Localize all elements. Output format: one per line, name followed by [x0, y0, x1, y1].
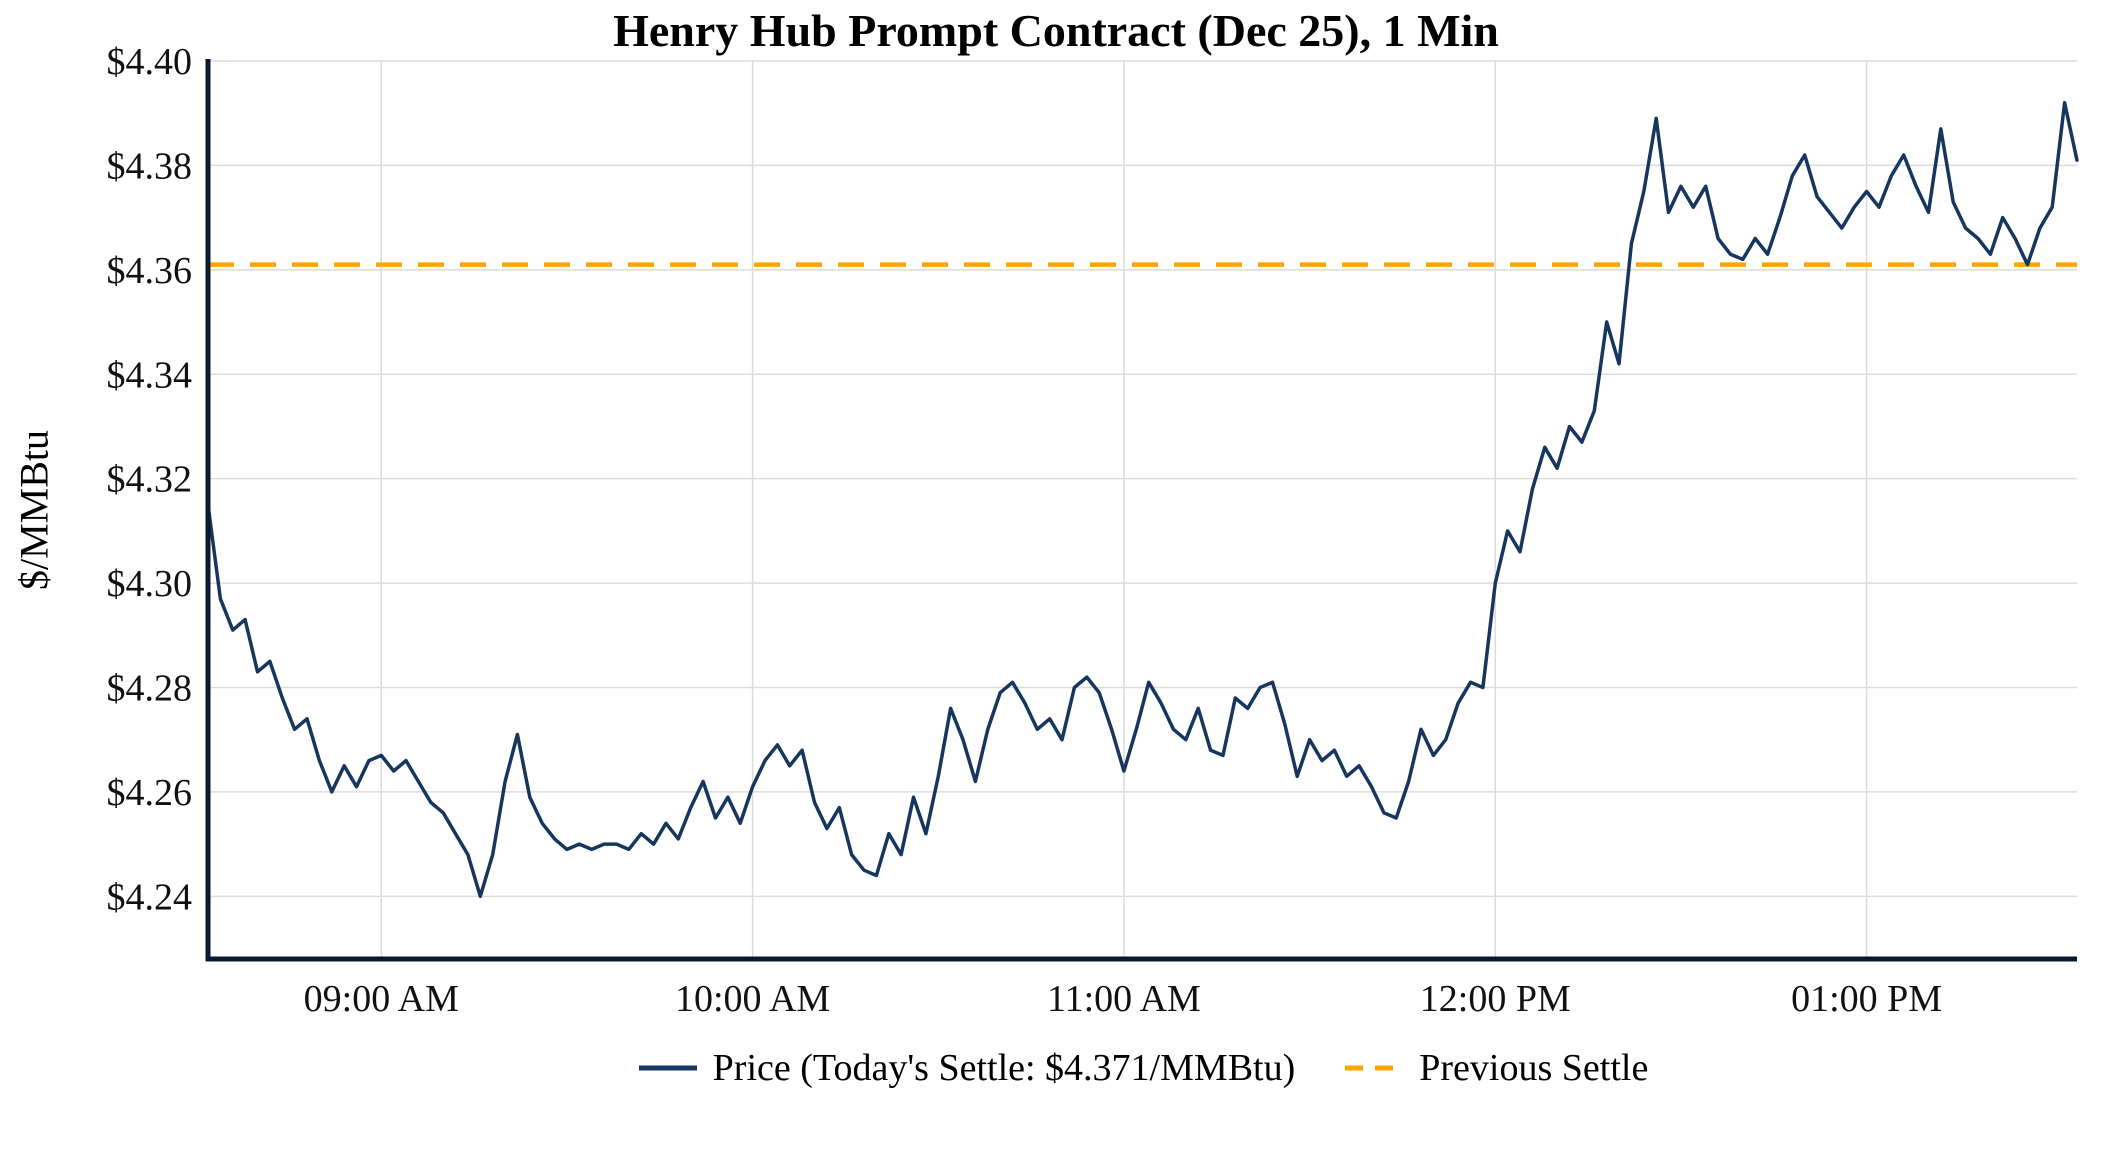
svg-text:11:00 AM: 11:00 AM: [1047, 978, 1201, 1020]
svg-text:$4.28: $4.28: [107, 668, 193, 710]
price-chart: $4.24 $4.26 $4.28 $4.30 $4.32 $4.34 $4.36 $4.38…: [107, 41, 2079, 1020]
svg-text:$4.26: $4.26: [107, 772, 193, 814]
svg-text:12:00 PM: 12:00 PM: [1420, 978, 1571, 1020]
svg-text:10:00 AM: 10:00 AM: [675, 978, 830, 1020]
svg-text:$4.24: $4.24: [107, 876, 193, 918]
svg-text:01:00 PM: 01:00 PM: [1791, 978, 1942, 1020]
svg-text:$4.30: $4.30: [107, 563, 193, 605]
price-line-swatch-icon: [638, 1065, 697, 1071]
svg-text:$4.32: $4.32: [107, 459, 193, 501]
svg-text:$4.34: $4.34: [107, 354, 193, 396]
legend-item-price: Price (Today's Settle: $4.371/MMBtu): [637, 1046, 1296, 1090]
svg-text:09:00 AM: 09:00 AM: [304, 978, 459, 1020]
svg-text:$4.38: $4.38: [107, 145, 193, 187]
legend-item-previous-settle: Previous Settle: [1343, 1046, 1648, 1090]
chart-title: Henry Hub Prompt Contract (Dec 25), 1 Mi…: [613, 5, 1499, 56]
svg-text:$4.36: $4.36: [107, 250, 193, 292]
legend-previous-settle-label: Previous Settle: [1419, 1047, 1649, 1089]
svg-text:$4.40: $4.40: [107, 41, 193, 83]
previous-settle-dash-swatch-icon: [1345, 1065, 1404, 1071]
chart-legend: Price (Today's Settle: $4.371/MMBtu) Pre…: [208, 1046, 2077, 1090]
legend-price-label: Price (Today's Settle: $4.371/MMBtu): [712, 1047, 1296, 1089]
